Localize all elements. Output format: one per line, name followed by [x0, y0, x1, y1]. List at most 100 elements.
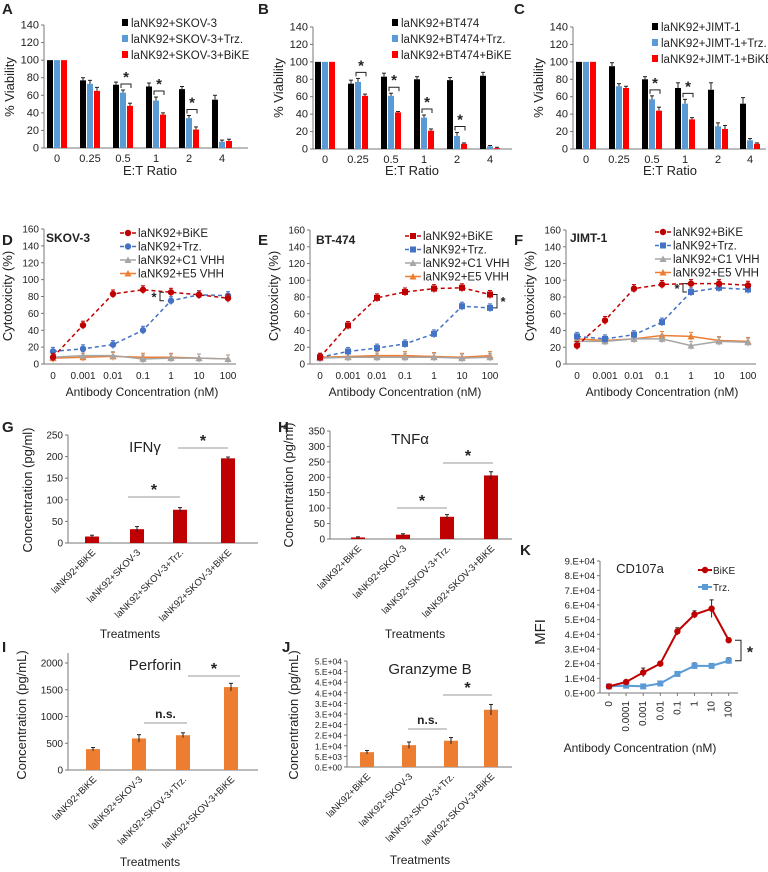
y-tick-label: 4.E+04 — [315, 688, 342, 698]
significance-label: * — [464, 680, 471, 697]
significance-bracket — [388, 86, 400, 92]
y-tick-label: 4.E+04 — [565, 630, 595, 641]
y-tick-label: 0 — [33, 143, 39, 155]
significance-bracket — [735, 639, 742, 662]
bar — [388, 95, 394, 149]
chart-title: IFNγ — [129, 439, 161, 456]
significance-label: n.s. — [155, 707, 176, 721]
x-tick-label: 0 — [604, 701, 615, 707]
cell-line-label: BT-474 — [316, 233, 356, 247]
y-tick-label: 80 — [294, 293, 306, 304]
y-tick-label: 5.E+04 — [315, 667, 342, 677]
panel-label: G — [2, 419, 14, 436]
significance-bracket — [355, 71, 367, 77]
data-point — [715, 337, 723, 345]
bar — [360, 752, 374, 767]
y-tick-label: 0 — [33, 360, 39, 371]
bar — [675, 88, 681, 149]
x-tick-label: 2 — [454, 154, 460, 166]
legend-swatch — [122, 35, 128, 42]
y-tick-label: 20 — [556, 126, 568, 138]
bar — [428, 130, 434, 149]
y-tick-label: 100 — [544, 276, 561, 287]
y-tick-label: 120 — [21, 37, 39, 49]
legend-swatch — [392, 19, 398, 26]
y-axis-label: % Viability — [271, 58, 286, 118]
x-tick-label: 0.1 — [136, 371, 150, 382]
significance-bracket — [421, 108, 433, 114]
bar — [649, 99, 655, 149]
x-tick-label: 0.01 — [624, 371, 644, 382]
y-tick-label: 80 — [296, 74, 308, 86]
series-line — [608, 607, 730, 688]
data-point — [195, 354, 203, 362]
bar — [219, 141, 225, 148]
legend-label: laNK92+E5 VHH — [673, 268, 759, 280]
y-tick-label: 60 — [556, 91, 568, 103]
data-point — [744, 338, 752, 346]
data-point — [725, 657, 732, 664]
significance-star: * — [674, 281, 680, 296]
data-point — [688, 288, 694, 295]
panel-label: D — [2, 232, 13, 249]
bar — [381, 76, 387, 149]
legend-label: laNK92+BT474+Trz. — [401, 34, 505, 46]
panel-label: H — [278, 419, 289, 436]
y-axis-label: Cytotoxicity (%) — [266, 251, 281, 341]
data-point — [744, 282, 752, 289]
y-tick-label: 2.E+04 — [565, 659, 595, 670]
data-point — [344, 353, 352, 361]
legend-label: laNK92+C1 VHH — [138, 255, 225, 267]
legend-label: laNK92+JIMT-1+Trz. — [661, 38, 767, 50]
legend-label: laNK92+E5 VHH — [138, 269, 224, 281]
y-tick-label: 160 — [544, 226, 561, 237]
bar — [130, 529, 144, 543]
significance-label: * — [151, 482, 158, 499]
bar — [642, 79, 648, 149]
y-axis-label: Concentration (pg/mL) — [286, 650, 301, 779]
data-point — [601, 317, 609, 324]
bar — [487, 146, 493, 149]
chart-title: CD107a — [616, 561, 664, 576]
y-tick-label: 7.E+04 — [565, 586, 595, 597]
y-axis: 0 500 1000 1500 2000 — [41, 659, 64, 777]
data-point — [459, 284, 465, 291]
data-point — [725, 637, 732, 644]
y-tick-label: 80 — [550, 293, 562, 304]
y-tick-label: 100 — [550, 56, 568, 68]
data-point — [373, 353, 381, 361]
legend-label: laNK92+Trz. — [673, 241, 737, 253]
y-tick-label: 140 — [288, 242, 305, 253]
data-point — [139, 327, 147, 334]
y-tick-label: 40 — [27, 107, 39, 119]
legend-swatch — [392, 51, 398, 58]
x-axis-label: Treatments — [385, 627, 445, 641]
panel-label: K — [520, 542, 531, 559]
x-tick-label: 0.5 — [115, 153, 130, 165]
bar — [193, 129, 199, 148]
bar — [447, 80, 453, 149]
chart-title: Perforin — [129, 657, 182, 674]
y-tick-label: 0.E+00 — [315, 763, 342, 773]
x-tick-label: 4 — [747, 154, 753, 166]
data-point — [224, 355, 232, 362]
legend-marker — [702, 584, 708, 590]
x-tick-label: 1 — [431, 371, 437, 382]
x-tick-label: 0.001 — [592, 371, 617, 382]
legend-marker — [410, 246, 416, 253]
bar — [226, 140, 232, 148]
x-tick-label: 2 — [186, 153, 192, 165]
significance-bracket — [153, 90, 165, 96]
y-tick-label: 60 — [294, 309, 306, 320]
data-point — [79, 321, 87, 329]
y-tick-label: 8.E+04 — [565, 571, 595, 582]
bar — [329, 61, 335, 149]
significance-star: * — [391, 72, 397, 89]
y-tick-label: 40 — [296, 109, 308, 121]
bar — [395, 112, 401, 149]
panel-label: B — [258, 1, 269, 18]
y-tick-label: 140 — [22, 241, 39, 252]
cell-line-label: SKOV-3 — [46, 231, 90, 245]
y-axis: 0 20 40 60 80 100 120 140 160 — [544, 226, 561, 371]
